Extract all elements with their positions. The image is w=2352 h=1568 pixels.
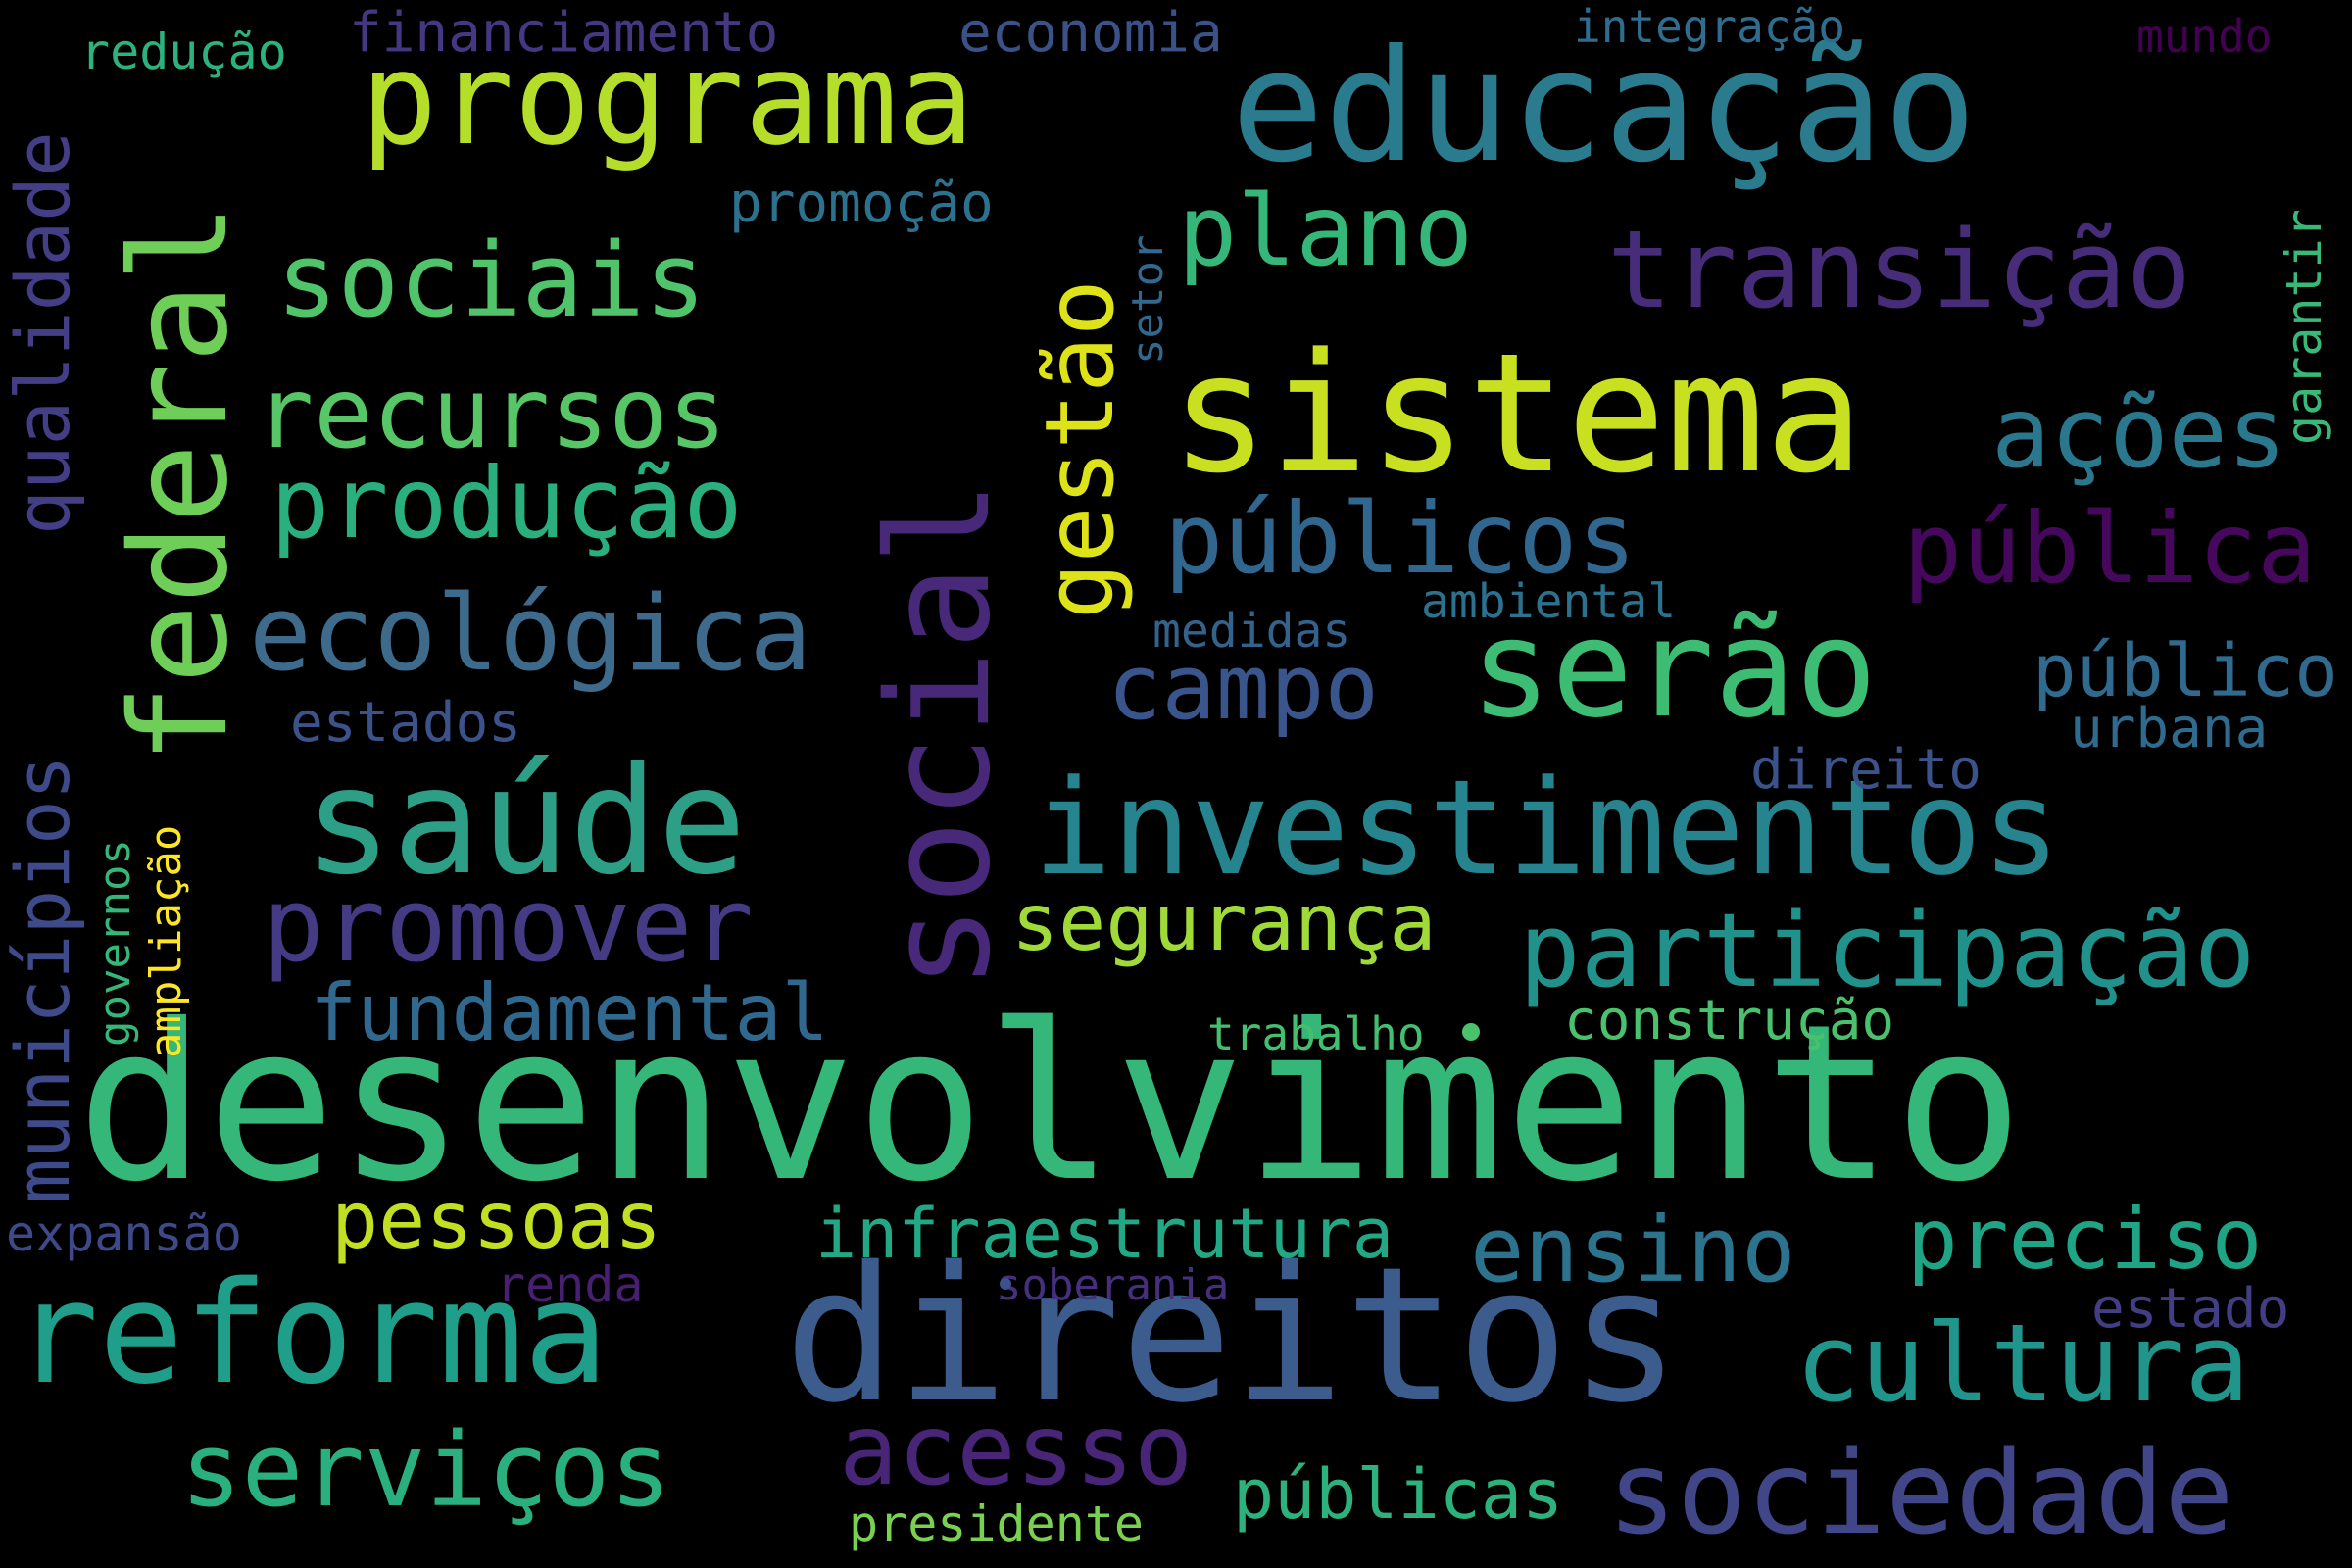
word-trabalho: trabalho xyxy=(1207,1007,1425,1060)
dot-1 xyxy=(1462,1023,1480,1041)
word-estados: estados xyxy=(290,691,522,755)
word-mundo: mundo xyxy=(2136,10,2273,63)
word-publico: público xyxy=(2033,629,2338,713)
word-infraestrutura: infraestrutura xyxy=(815,1194,1395,1274)
word-gestao: gestão xyxy=(1025,279,1135,619)
word-cultura: cultura xyxy=(1795,1300,2250,1426)
word-seguranca: segurança xyxy=(1011,877,1437,968)
word-expansao: expansão xyxy=(6,1205,242,1262)
word-sistema: sistema xyxy=(1170,318,1865,510)
word-pessoas: pessoas xyxy=(331,1175,662,1266)
word-reducao: redução xyxy=(80,24,287,80)
word-construcao: construção xyxy=(1564,989,1895,1053)
word-producao: produção xyxy=(270,446,743,561)
word-integracao: integração xyxy=(1574,0,1845,53)
word-campo: campo xyxy=(1107,635,1379,740)
word-medidas: medidas xyxy=(1152,604,1351,659)
word-estado: estado xyxy=(2091,1277,2290,1341)
word-promocao: promoção xyxy=(729,172,994,235)
word-ecologica: ecológica xyxy=(249,573,812,694)
word-soberania: soberania xyxy=(996,1260,1230,1310)
word-presidente: presidente xyxy=(849,1495,1145,1552)
word-publicas: públicas xyxy=(1233,1454,1564,1535)
word-renda: renda xyxy=(496,1256,644,1313)
word-economia: economia xyxy=(958,1,1223,65)
word-setor: setor xyxy=(1123,234,1173,365)
word-acesso: acesso xyxy=(839,1393,1194,1507)
word-reforma: reforma xyxy=(14,1250,609,1415)
word-programa: programa xyxy=(361,24,975,173)
word-participacao: participação xyxy=(1519,891,2256,1010)
word-direito: direito xyxy=(1750,738,1983,802)
word-garantir: garantir xyxy=(2276,209,2332,445)
word-social: social xyxy=(857,479,1021,990)
word-promover: promover xyxy=(263,865,754,985)
word-governos: governos xyxy=(90,839,140,1047)
word-desenvolvimento: desenvolvimento xyxy=(76,978,2024,1229)
word-municipios: municípios xyxy=(0,755,86,1203)
word-ensino: ensino xyxy=(1470,1198,1796,1302)
word-sociais: sociais xyxy=(276,220,707,340)
word-federal: federal xyxy=(103,202,258,764)
word-acoes: ações xyxy=(1991,375,2287,490)
word-educacao: educação xyxy=(1231,17,1977,197)
dot-2 xyxy=(1000,1278,1011,1290)
word-sociedade: sociedade xyxy=(1607,1425,2234,1560)
word-plano: plano xyxy=(1178,173,1474,288)
word-urbana: urbana xyxy=(2070,697,2269,760)
word-serao: serão xyxy=(1470,590,1878,748)
word-qualidade: qualidade xyxy=(0,131,86,535)
word-financiamento: financiamento xyxy=(349,1,779,65)
word-direitos: direitos xyxy=(784,1227,1682,1444)
word-preciso: preciso xyxy=(1907,1191,2263,1289)
word-fundamental: fundamental xyxy=(310,967,829,1058)
word-ambiental: ambiental xyxy=(1421,574,1677,629)
word-servicos: serviços xyxy=(180,1410,671,1530)
word-recursos: recursos xyxy=(255,356,727,470)
word-saude: saúde xyxy=(304,737,747,907)
word-ampliacao: ampliação xyxy=(141,824,191,1058)
word-publica: pública xyxy=(1903,491,2317,606)
word-transicao: transição xyxy=(1607,207,2192,332)
word-investimentos: investimentos xyxy=(1033,752,2061,905)
word-publicos: públicos xyxy=(1164,481,1637,596)
